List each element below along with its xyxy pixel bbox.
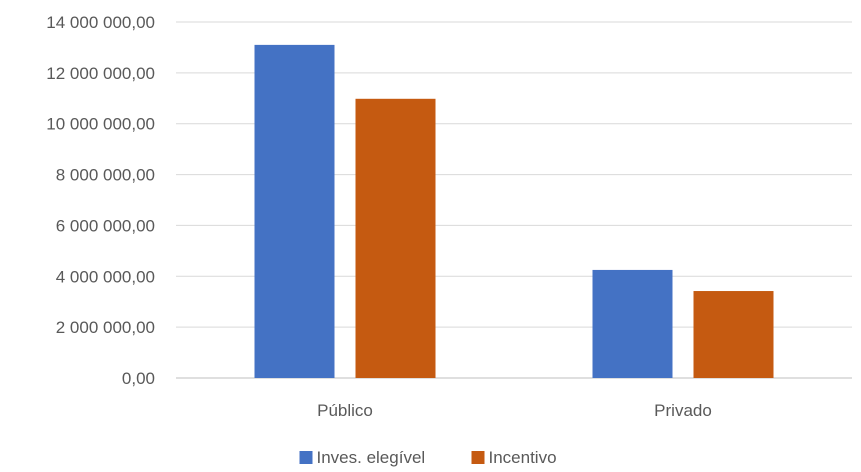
legend: Inves. elegível Incentivo	[299, 448, 557, 467]
bar-inves-eleg-vel-p-blico	[254, 44, 335, 379]
y-tick-label: 6 000 000,00	[56, 216, 155, 235]
x-tick-label: Público	[317, 401, 373, 420]
x-tick-label: Privado	[654, 401, 712, 420]
bar-incentivo-p-blico	[355, 98, 436, 379]
bar-incentivo-privado	[693, 291, 774, 378]
y-tick-label: 14 000 000,00	[46, 13, 155, 32]
y-tick-label: 10 000 000,00	[46, 115, 155, 134]
legend-label: Inves. elegível	[317, 448, 426, 467]
legend-label: Incentivo	[489, 448, 557, 467]
y-axis: 0,00 2 000 000,00 4 000 000,00 6 000 000,00…	[46, 13, 155, 388]
y-tick-label: 8 000 000,00	[56, 166, 155, 185]
y-tick-label: 0,00	[122, 369, 155, 388]
legend-swatch	[299, 451, 313, 464]
y-tick-label: 12 000 000,00	[46, 64, 155, 83]
y-tick-label: 2 000 000,00	[56, 318, 155, 337]
bar-inves-eleg-vel-privado	[592, 269, 673, 378]
x-axis: Público Privado	[317, 401, 712, 420]
legend-swatch	[471, 451, 485, 464]
bars	[254, 44, 774, 379]
y-tick-label: 4 000 000,00	[56, 267, 155, 286]
